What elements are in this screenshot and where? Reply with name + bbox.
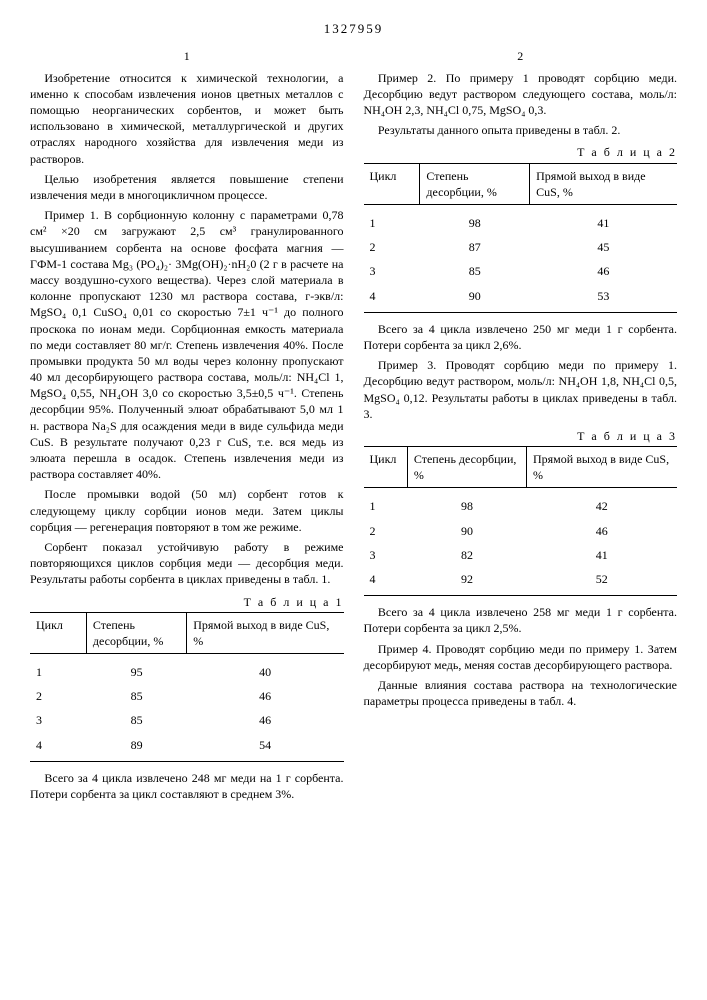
table1-header-desorb: Степень десорбции, % <box>86 612 186 653</box>
table3: Цикл Степень десорбции, % Прямой выход в… <box>364 446 678 596</box>
table3-header-cycle: Цикл <box>364 447 408 488</box>
table-row: 38546 <box>30 708 344 732</box>
table2-summary: Всего за 4 цикла извлечено 250 мг меди 1… <box>364 321 678 353</box>
table3-header-yield: Прямой выход в виде CuS, % <box>527 447 678 488</box>
table-row: 29046 <box>364 519 678 543</box>
table2: Цикл Степень десорбции, % Прямой выход в… <box>364 163 678 313</box>
table1: Цикл Степень десорбции, % Прямой выход в… <box>30 612 344 762</box>
table-row: 49252 <box>364 567 678 596</box>
table-row: 49053 <box>364 284 678 313</box>
after-wash-paragraph: После промывки водой (50 мл) сорбент гот… <box>30 486 344 535</box>
table3-summary: Всего за 4 цикла извлечено 258 мг меди 1… <box>364 604 678 636</box>
left-col-number: 1 <box>30 48 344 64</box>
table1-header-cycle: Цикл <box>30 612 86 653</box>
table2-header-desorb: Степень десорбции, % <box>420 163 530 204</box>
example3-paragraph: Пример 3. Проводят сорбцию меди по приме… <box>364 357 678 422</box>
two-column-layout: 1 Изобретение относится к химической тех… <box>30 48 677 807</box>
example2-results-ref: Результаты данного опыта приведены в таб… <box>364 122 678 138</box>
table-row: 19540 <box>30 654 344 685</box>
table3-label: Т а б л и ц а 3 <box>364 428 678 444</box>
intro-paragraph: Изобретение относится к химической техно… <box>30 70 344 167</box>
example4-ref: Данные влияния состава раствора на техно… <box>364 677 678 709</box>
table2-header-yield: Прямой выход в виде CuS, % <box>530 163 677 204</box>
goal-paragraph: Целью изобретения является повышение сте… <box>30 171 344 203</box>
left-column: 1 Изобретение относится к химической тех… <box>30 48 344 807</box>
example2-paragraph: Пример 2. По примеру 1 проводят сорбцию … <box>364 70 678 119</box>
table-row: 19842 <box>364 488 678 519</box>
example1-paragraph: Пример 1. В сорбционную колонну с параме… <box>30 207 344 482</box>
right-column: 2 Пример 2. По примеру 1 проводят сорбци… <box>364 48 678 807</box>
table1-summary: Всего за 4 цикла извлечено 248 мг меди н… <box>30 770 344 802</box>
right-col-number: 2 <box>364 48 678 64</box>
table-row: 38546 <box>364 259 678 283</box>
table3-header-desorb: Степень десорбции, % <box>407 447 526 488</box>
table1-label: Т а б л и ц а 1 <box>30 594 344 610</box>
table2-label: Т а б л и ц а 2 <box>364 144 678 160</box>
table-row: 28546 <box>30 684 344 708</box>
table-row: 19841 <box>364 205 678 236</box>
table1-header-yield: Прямой выход в виде CuS, % <box>187 612 344 653</box>
patent-number: 1327959 <box>30 20 677 38</box>
table-row: 38241 <box>364 543 678 567</box>
table-row: 48954 <box>30 733 344 762</box>
table2-header-cycle: Цикл <box>364 163 420 204</box>
table-row: 28745 <box>364 235 678 259</box>
example4-paragraph: Пример 4. Проводят сорбцию меди по приме… <box>364 641 678 673</box>
sorbent-results-paragraph: Сорбент показал устойчивую работу в режи… <box>30 539 344 588</box>
